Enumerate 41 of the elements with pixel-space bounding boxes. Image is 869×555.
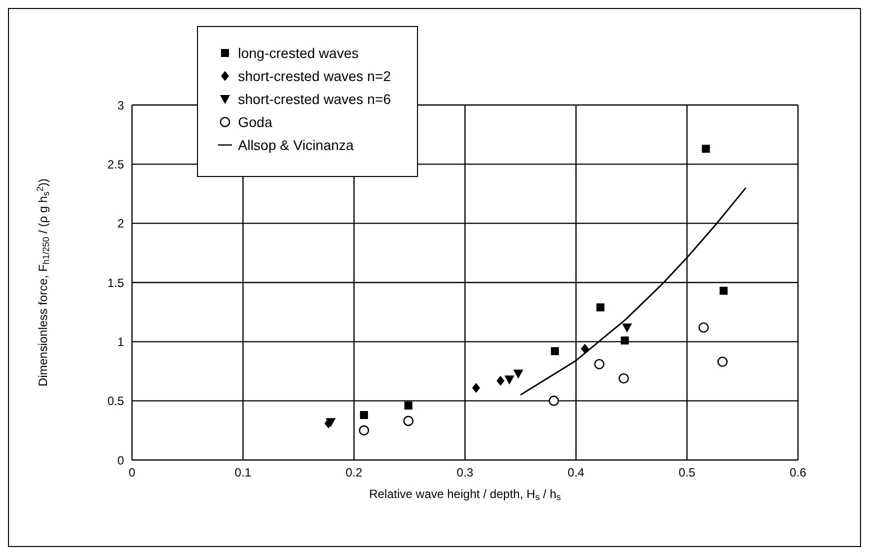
point (594, 359, 604, 370)
point (360, 411, 368, 420)
point (702, 144, 710, 153)
point (404, 402, 412, 410)
point (403, 416, 414, 426)
y-tick-label: 0.5 (107, 394, 124, 408)
point (717, 356, 728, 367)
point (326, 418, 336, 428)
point (698, 322, 709, 333)
point (548, 396, 559, 406)
legend-label: Goda (238, 114, 272, 130)
legend-label: short-crested waves n=2 (238, 68, 391, 84)
point (622, 323, 632, 332)
point (496, 376, 505, 386)
legend-label: short-crested waves n=6 (238, 90, 391, 106)
point (358, 425, 370, 436)
point (596, 303, 604, 312)
point (504, 376, 514, 385)
point (580, 344, 589, 354)
legend-label: long-crested waves (238, 44, 359, 60)
point (618, 373, 629, 384)
x-tick-label: 0.5 (678, 466, 696, 480)
point (513, 370, 524, 379)
x-tick-label: 0 (128, 466, 136, 480)
point (620, 336, 629, 344)
y-tick-label: 1.5 (107, 276, 124, 290)
x-tick-label: 0.6 (790, 466, 807, 480)
x-tick-label: 0.3 (456, 466, 474, 480)
x-axis-title: Relative wave height / depth, H$_{s}$ / h$_{s}$ (369, 487, 562, 502)
point (550, 347, 559, 356)
point (720, 286, 728, 295)
point (472, 382, 480, 393)
x-tick-label: 0.4 (568, 466, 585, 480)
y-tick-label: 2.5 (107, 157, 124, 172)
y-tick-label: 2 (117, 216, 124, 231)
y-tick-label: 3 (117, 98, 124, 112)
y-tick-label: 0 (117, 453, 124, 468)
x-tick-label: 0.2 (346, 466, 363, 480)
legend-label: Allsop & Vicinanza (238, 136, 354, 152)
y-tick-label: 1 (117, 334, 124, 349)
x-tick-label: 0.1 (234, 466, 252, 480)
